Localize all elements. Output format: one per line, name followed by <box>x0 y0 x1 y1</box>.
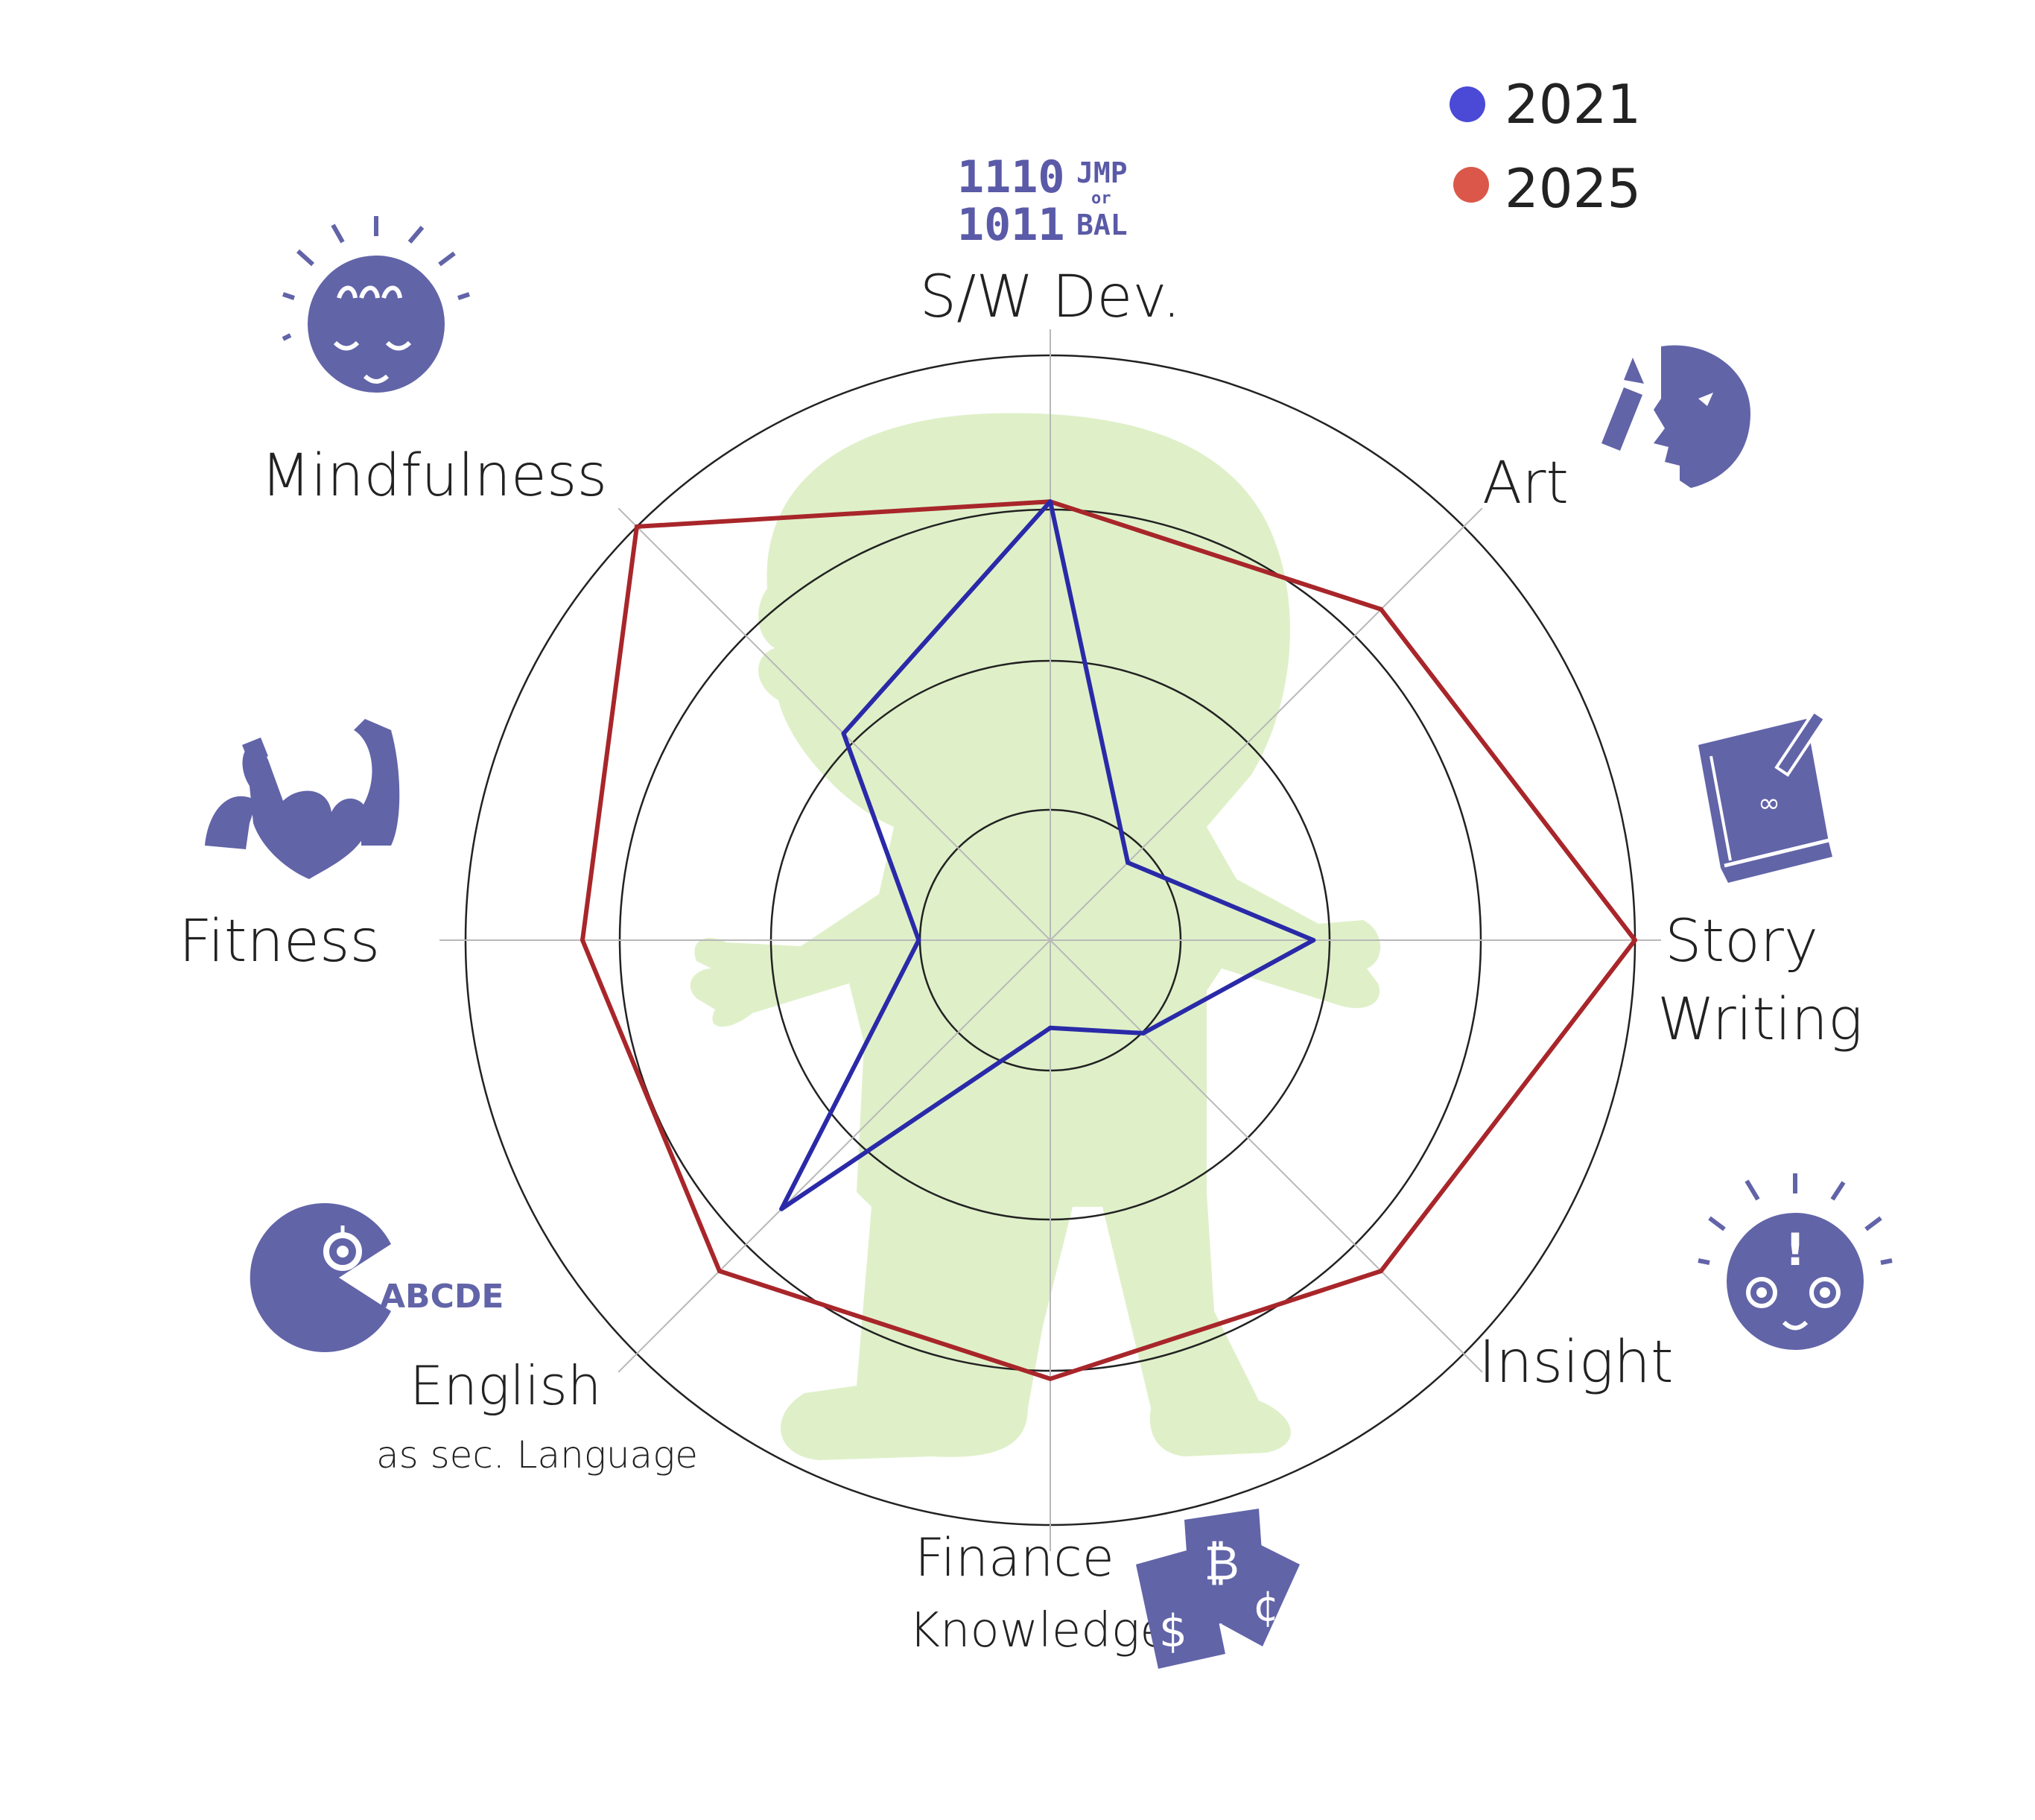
series-point-2025-7 <box>580 938 585 942</box>
axis-label-finance-2: Knowledge <box>909 1603 1169 1658</box>
series-point-2021-4 <box>1140 1030 1146 1036</box>
axis-labels: S/W Dev. Art Story Writing Insight Finan… <box>179 264 1863 1658</box>
series-point-2021-8 <box>841 731 846 736</box>
axis-label-insight: Insight <box>1479 1329 1674 1396</box>
svg-text:ABCDE: ABCDE <box>380 1278 504 1316</box>
axis-label-finance-1: Finance <box>915 1527 1114 1588</box>
series-point-2025-4 <box>1379 1269 1384 1274</box>
code-header: 1110 1011 JMP or BAL <box>957 151 1128 251</box>
axis-label-fitness: Fitness <box>179 908 380 975</box>
series-point-2025-3 <box>1633 938 1637 942</box>
radar-series-layer <box>580 499 1637 1381</box>
alphabet-eater-icon: ABCDE <box>250 1203 504 1352</box>
legend: 2021 2025 <box>1450 73 1641 220</box>
series-point-2021-5 <box>1048 1025 1053 1030</box>
radar-grid <box>439 329 1661 1551</box>
meditating-face-icon <box>282 216 470 393</box>
series-point-2025-6 <box>717 1269 722 1274</box>
legend-label-2021: 2021 <box>1505 73 1641 136</box>
axis-label-art: Art <box>1482 450 1569 517</box>
code-or: or <box>1091 189 1111 208</box>
series-point-2021-1 <box>1048 499 1053 504</box>
grid-spoke-2 <box>1050 507 1483 941</box>
series-point-2025-2 <box>1379 606 1384 612</box>
svg-text:¢: ¢ <box>1253 1582 1280 1631</box>
legend-label-2025: 2025 <box>1505 157 1641 220</box>
series-point-2025-8 <box>634 524 639 529</box>
grid-spoke-8 <box>618 507 1051 941</box>
series-point-2025-5 <box>1048 1376 1053 1381</box>
code-line-2: 1011 <box>957 199 1065 251</box>
legend-swatch-2021 <box>1450 86 1485 122</box>
code-line-1: 1110 <box>957 151 1065 203</box>
grid-spoke-4 <box>1050 939 1483 1373</box>
svg-text:∞: ∞ <box>1758 788 1780 819</box>
axis-label-english-2: as sec. Language <box>376 1433 698 1477</box>
svg-text:$: $ <box>1159 1605 1187 1658</box>
series-point-2021-3 <box>1311 938 1316 942</box>
svg-text:!: ! <box>1785 1224 1805 1276</box>
lightbulb-face-icon: ! <box>1698 1173 1893 1350</box>
series-point-2021-6 <box>779 1206 784 1211</box>
code-jmp: JMP <box>1076 156 1128 189</box>
axis-label-sw-dev: S/W Dev. <box>920 264 1181 331</box>
flexing-arms-heart-icon <box>205 719 400 879</box>
series-point-2021-2 <box>1126 860 1131 865</box>
axis-label-story-writing-1: Story <box>1665 908 1818 975</box>
axis-label-mindfulness: Mindfulness <box>261 443 607 510</box>
child-figure-background <box>690 413 1381 1461</box>
money-bills-icon: ₿ $ ¢ <box>1136 1509 1300 1669</box>
svg-text:₿: ₿ <box>1204 1536 1239 1591</box>
axis-label-story-writing-2: Writing <box>1657 986 1863 1053</box>
axis-label-english-1: English <box>410 1354 601 1417</box>
code-bal: BAL <box>1076 209 1128 241</box>
series-point-2021-7 <box>916 938 921 942</box>
book-with-pen-icon: ∞ <box>1698 709 1832 883</box>
painter-profile-icon <box>1601 345 1750 488</box>
grid-spoke-6 <box>618 939 1051 1373</box>
legend-swatch-2025 <box>1453 167 1489 203</box>
